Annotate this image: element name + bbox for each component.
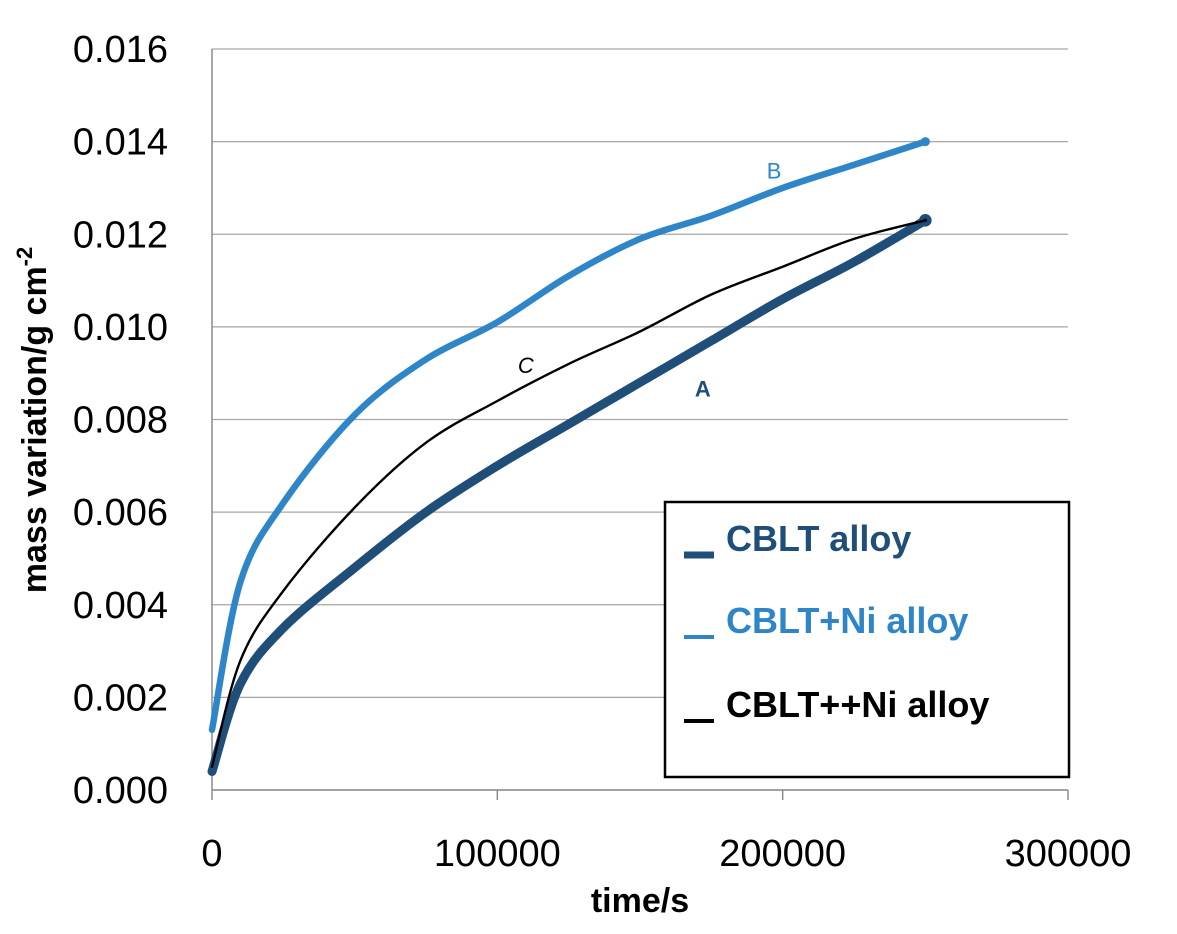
series-label-1: B: [767, 159, 782, 184]
series-label-2: C: [518, 353, 534, 378]
series-label-0: A: [695, 376, 711, 401]
y-tick-label-4: 0.008: [73, 400, 168, 442]
legend-box: [663, 500, 1071, 779]
x-tick-label-3: 300000: [1005, 833, 1132, 875]
y-axis-title: mass variation/g cm-2: [12, 247, 54, 593]
series-endpoint-2: [923, 218, 928, 223]
legend-label-0: CBLT alloy: [726, 518, 911, 559]
series-annotations: A B C: [518, 159, 782, 402]
y-tick-label-6: 0.012: [73, 214, 168, 256]
x-tick-label-1: 100000: [434, 833, 561, 875]
y-tick-label-3: 0.006: [73, 492, 168, 534]
legend-label-2: CBLT++Ni alloy: [726, 684, 989, 725]
y-tick-label-0: 0.000: [73, 770, 168, 812]
series-endpoint-1: [920, 137, 930, 147]
x-tick-label-0: 0: [201, 833, 222, 875]
y-tick-label-8: 0.016: [73, 29, 168, 71]
series-line-2: [210, 219, 927, 768]
legend-label-1: CBLT+Ni alloy: [726, 600, 968, 641]
x-tick-labels: 0 100000 200000 300000: [201, 833, 1131, 875]
y-axis-title-main: mass variation/g cm: [16, 266, 54, 593]
series-line-0: [207, 215, 930, 776]
series-lines: [207, 137, 932, 776]
x-tick-label-2: 200000: [719, 833, 846, 875]
y-tick-label-7: 0.014: [73, 122, 168, 164]
y-tick-label-1: 0.002: [73, 677, 168, 719]
y-tick-labels: 0.000 0.002 0.004 0.006 0.008 0.010 0.012 0.014…: [73, 29, 168, 812]
y-tick-label-5: 0.010: [73, 307, 168, 349]
y-axis-title-superscript: -2: [12, 247, 37, 267]
series-line-1: [208, 138, 929, 734]
x-axis-title: time/s: [591, 882, 689, 920]
axes: [211, 49, 1069, 800]
y-tick-label-2: 0.004: [73, 585, 168, 627]
legend: CBLT alloy CBLT+Ni alloy CBLT++Ni alloy: [663, 500, 1071, 779]
